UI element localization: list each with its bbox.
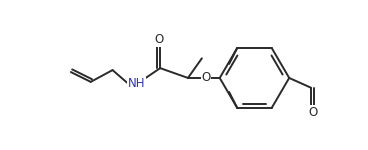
Text: NH: NH xyxy=(128,77,145,90)
Text: O: O xyxy=(154,33,163,46)
Text: O: O xyxy=(308,106,317,119)
Text: O: O xyxy=(201,71,210,84)
